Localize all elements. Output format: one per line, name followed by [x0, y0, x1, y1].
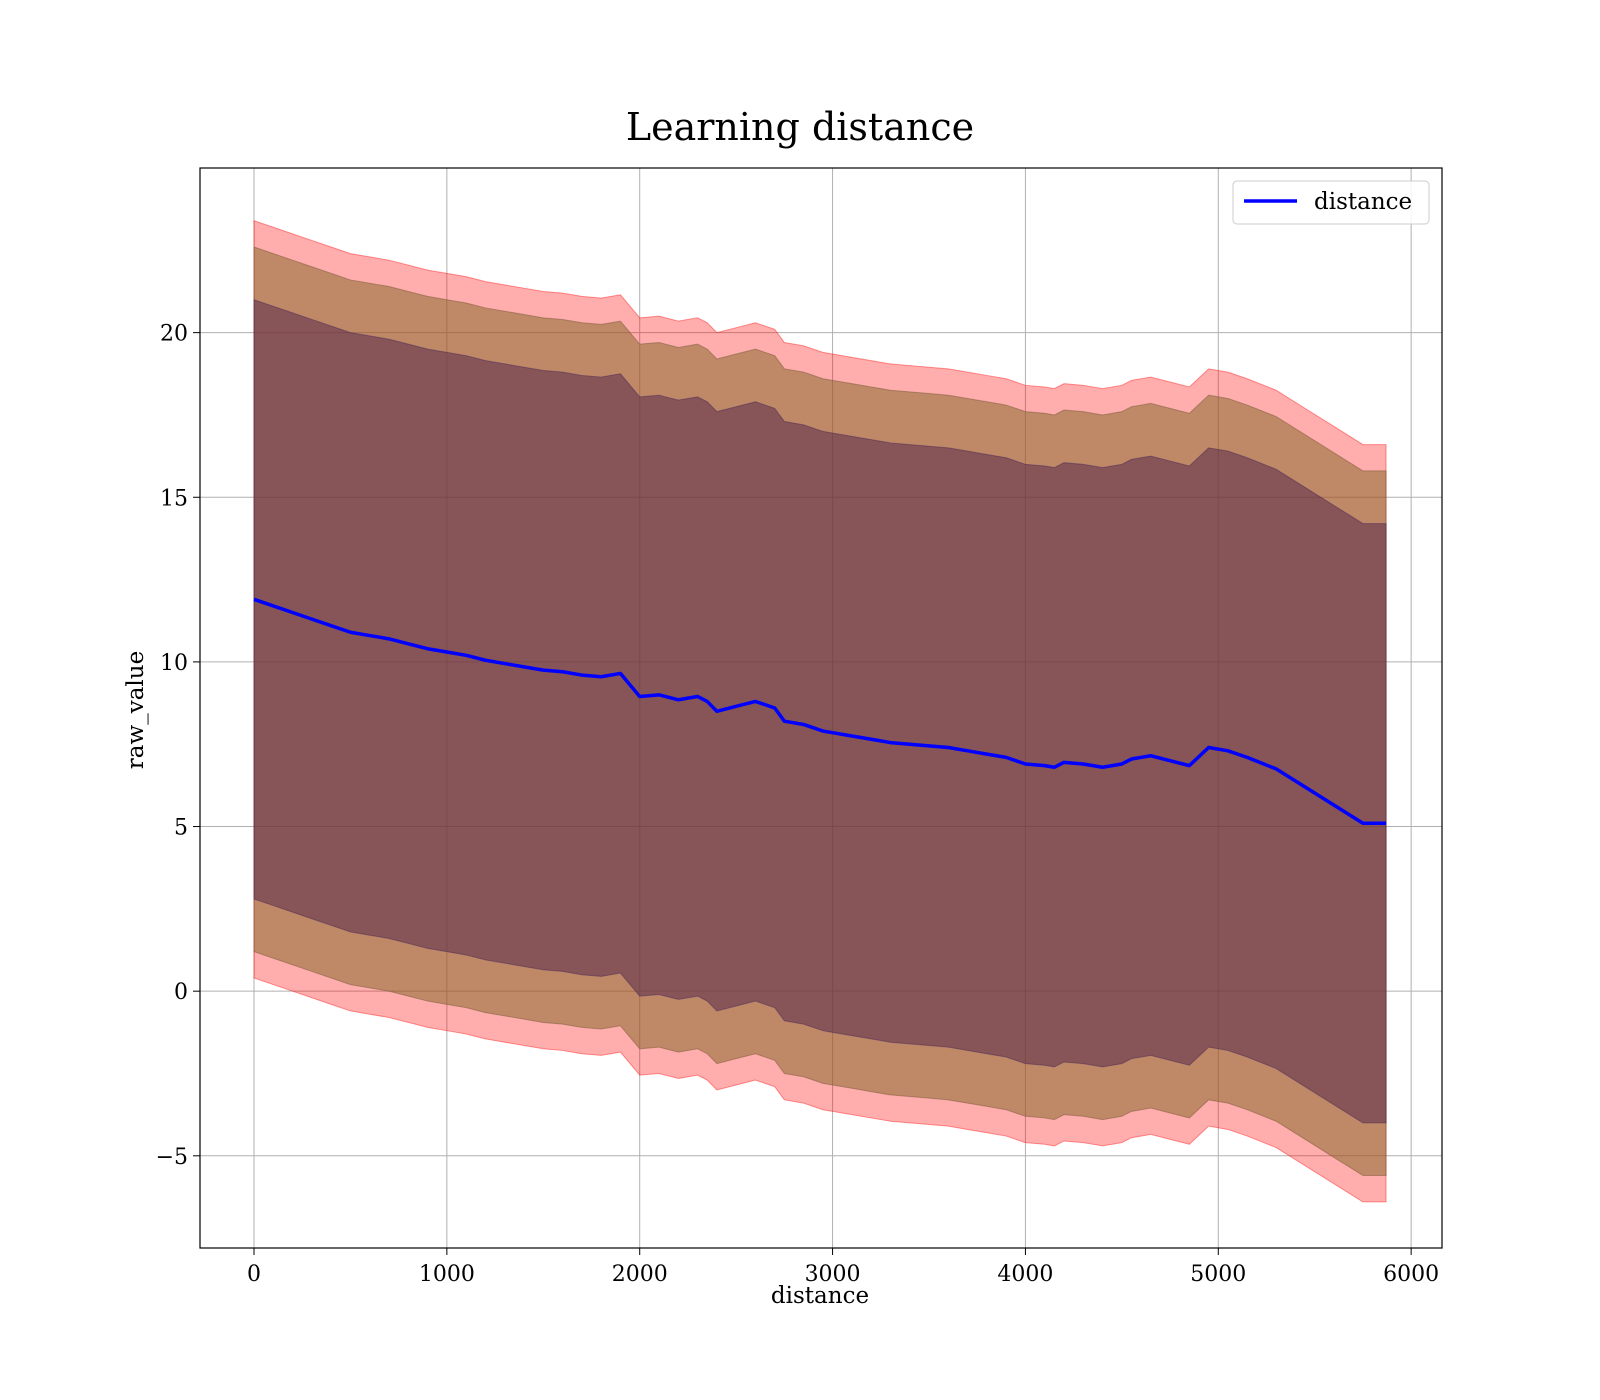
x-tick-label: 6000: [1383, 1262, 1439, 1287]
y-tick-label: −5: [156, 1145, 188, 1170]
y-axis-label: raw_value: [123, 651, 149, 769]
x-axis-label: distance: [771, 1283, 869, 1309]
x-tick-label: 4000: [997, 1262, 1053, 1287]
confidence-bands: [253, 219, 1387, 1203]
legend: distance: [1232, 180, 1430, 225]
y-tick-label: 15: [160, 486, 188, 511]
x-tick-label: 0: [247, 1262, 261, 1287]
x-axis-ticks: 0 1000 2000 3000 4000 5000 6000: [247, 1248, 1439, 1287]
legend-box: [1232, 180, 1430, 225]
x-tick-label: 2000: [612, 1262, 668, 1287]
series-lines: [253, 597, 1387, 825]
y-tick-label: 0: [174, 980, 188, 1005]
x-tick-label: 3000: [805, 1262, 861, 1287]
chart-title: Learning distance: [626, 105, 974, 149]
y-tick-label: 10: [160, 651, 188, 676]
y-axis-ticks: −5 0 5 10 15 20: [156, 322, 200, 1170]
y-tick-label: 5: [174, 816, 188, 841]
plot-frame: [199, 167, 1443, 1249]
band-inner: [253, 299, 1387, 1124]
y-tick-label: 20: [160, 322, 188, 347]
x-tick-label: 5000: [1190, 1262, 1246, 1287]
x-tick-label: 1000: [419, 1262, 475, 1287]
legend-label: distance: [1314, 189, 1412, 215]
series-line-distance: [253, 597, 1387, 825]
